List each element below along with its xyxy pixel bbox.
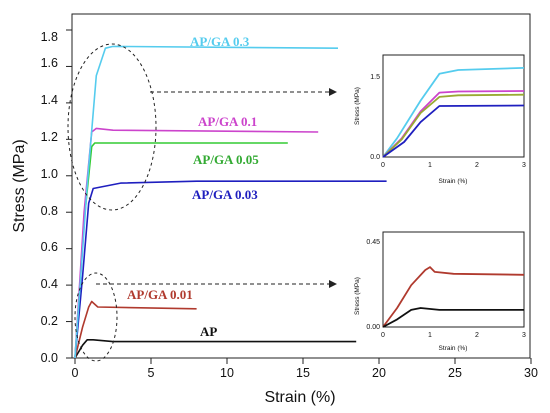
lower-inset-y-title: Stress (MPa) — [354, 277, 361, 315]
upper-inset-series-ap-ga-0-3 — [382, 67, 525, 158]
lower-inset-x-title: Strain (%) — [439, 345, 468, 352]
series-label-ap-ga-0-3: AP/GA 0.3 — [190, 34, 250, 49]
series-label-ap-ga-0-05: AP/GA 0.05 — [193, 152, 259, 167]
main-y-axis-title: Stress (MPa) — [11, 139, 28, 232]
upper-inset-series-ap-ga-0-05 — [382, 93, 525, 158]
main-x-tick-label: 0 — [72, 366, 79, 380]
lower-inset-y-tick: 0.45 — [366, 239, 380, 246]
upper-inset-x-title: Strain (%) — [439, 178, 468, 185]
upper-inset-lines — [382, 67, 525, 158]
upper-inset-y-tick: 0.0 — [370, 154, 380, 161]
lower-inset-lines — [382, 266, 525, 328]
upper-inset-x-tick: 1 — [428, 162, 432, 169]
lower-inset-x-tick: 2 — [475, 332, 479, 339]
main-x-tick-label: 20 — [372, 366, 386, 380]
main-series-ap — [74, 338, 357, 359]
upper-inset-arrow-head — [329, 88, 337, 96]
lower-curves-highlight — [74, 272, 118, 362]
main-y-tick-label: 0.6 — [41, 240, 58, 254]
upper-inset: Stress (MPa) Strain (%) 0 1 2 3 0.0 1.5 — [354, 54, 526, 185]
series-label-ap-ga-0-01: AP/GA 0.01 — [127, 287, 193, 302]
series-label-ap: AP — [200, 324, 217, 339]
lower-inset-series-ap-ga-0-01 — [382, 266, 525, 328]
main-y-tick-label: 0.2 — [41, 314, 58, 328]
series-label-ap-ga-0-03: AP/GA 0.03 — [192, 187, 258, 202]
main-series-ap-ga-0-3 — [74, 45, 339, 359]
main-y-tick-label: 1.8 — [41, 30, 58, 44]
main-axis-ticks — [66, 29, 532, 364]
upper-inset-x-tick: 0 — [381, 162, 385, 169]
main-x-tick-label: 5 — [148, 366, 155, 380]
main-y-tick-label: 1.2 — [41, 130, 58, 144]
main-series-lines — [74, 45, 387, 359]
lower-inset: Stress (MPa) Strain (%) 0 1 2 3 0.00 0.4… — [354, 231, 526, 352]
lower-inset-series-ap — [382, 307, 524, 328]
main-y-tick-label: 0.4 — [41, 277, 58, 291]
upper-inset-y-title: Stress (MPa) — [354, 87, 361, 125]
lower-inset-y-tick: 0.00 — [366, 324, 380, 331]
lower-inset-x-tick: 3 — [522, 332, 526, 339]
main-plot-frame — [71, 13, 531, 359]
main-x-tick-label: 10 — [220, 366, 234, 380]
lower-inset-arrow-head — [329, 280, 337, 288]
lower-inset-x-tick: 1 — [428, 332, 432, 339]
main-x-tick-label: 25 — [448, 366, 462, 380]
main-series-ap-ga-0-01 — [74, 300, 197, 359]
upper-inset-x-tick: 3 — [522, 162, 526, 169]
upper-inset-series-ap-ga-0-03 — [382, 104, 525, 158]
main-y-tick-label: 1.0 — [41, 167, 58, 181]
main-x-axis-title: Strain (%) — [264, 389, 335, 406]
main-series-ap-ga-0-03 — [74, 180, 387, 359]
upper-inset-x-tick: 2 — [475, 162, 479, 169]
upper-inset-y-tick: 1.5 — [370, 74, 380, 81]
main-series-ap-ga-0-05 — [74, 142, 288, 359]
main-x-tick-label: 30 — [524, 366, 538, 380]
series-label-ap-ga-0-1: AP/GA 0.1 — [198, 114, 257, 129]
lower-inset-x-tick: 0 — [381, 332, 385, 339]
main-x-tick-label: 15 — [296, 366, 310, 380]
main-y-tick-label: 1.6 — [41, 56, 58, 70]
main-y-tick-label: 1.4 — [41, 93, 58, 107]
main-series-ap-ga-0-1 — [74, 127, 319, 359]
main-y-tick-label: 0.8 — [41, 204, 58, 218]
lower-inset-frame — [382, 231, 525, 328]
upper-curves-highlight — [67, 43, 157, 211]
main-y-tick-label: 0.0 — [41, 351, 58, 365]
